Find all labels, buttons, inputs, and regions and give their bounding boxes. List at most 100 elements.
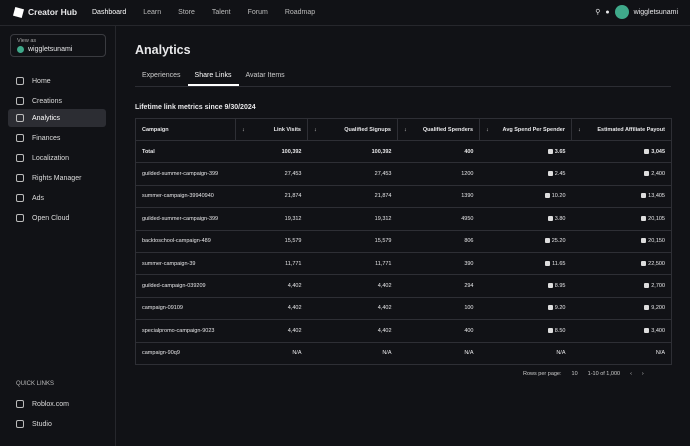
nav-link[interactable]: Dashboard xyxy=(92,9,127,16)
sort-icon[interactable]: ↓ xyxy=(404,126,407,133)
cell-text: 2,400 xyxy=(651,171,665,178)
header-cell: ↓ Avg Spend Per Spender xyxy=(479,118,572,141)
header-cell: ↓ Qualified Signups xyxy=(307,118,398,141)
cell-text: 2,700 xyxy=(651,283,665,290)
table-row: specialpromo-campaign-9023 4,402 4,402 400 8… xyxy=(135,319,672,343)
nav-link[interactable]: Forum xyxy=(247,9,268,16)
table-cell: 20,105 xyxy=(571,207,672,231)
avatar xyxy=(614,5,629,19)
tab[interactable]: Share Links xyxy=(187,68,239,86)
quick-link[interactable]: Roblox.com xyxy=(8,395,106,413)
cell-text: 27,453 xyxy=(284,171,302,178)
sidebar-item[interactable]: Home xyxy=(8,72,106,90)
user-name: wiggletsunami xyxy=(633,8,678,16)
view-as-label: View as xyxy=(17,38,37,44)
robux-icon xyxy=(641,260,647,266)
sort-icon[interactable]: ↓ xyxy=(314,126,317,133)
cell-text: 4950 xyxy=(461,215,474,222)
sidebar-item[interactable]: Finances xyxy=(8,129,106,147)
account-name: wiggletsunami xyxy=(28,46,73,53)
table-cell: 13,405 xyxy=(571,185,672,209)
cell-text: 9,200 xyxy=(651,305,665,312)
cell-text: 4,402 xyxy=(377,305,392,312)
sort-icon[interactable]: ↓ xyxy=(486,126,489,133)
quick-link[interactable]: Studio xyxy=(8,415,106,433)
sidebar-item[interactable]: Rights Manager xyxy=(8,169,106,187)
sort-icon[interactable]: ↓ xyxy=(578,126,581,133)
robux-icon xyxy=(544,238,550,244)
quick-link-label: Roblox.com xyxy=(32,400,69,408)
table-row: summer-campaign-39940940 21,874 21,874 1390… xyxy=(135,185,672,209)
cell-text: specialpromo-campaign-9023 xyxy=(142,327,215,334)
table-cell: 21,874 xyxy=(235,185,308,209)
sidebar-item[interactable]: Analytics xyxy=(8,109,106,127)
table-cell: summer-campaign-39940940 xyxy=(135,185,236,209)
table-cell: 22,500 xyxy=(571,252,672,276)
quick-link-icon xyxy=(16,420,24,428)
header-text: Qualified Spenders xyxy=(422,126,473,133)
rows-label: Rows per page: xyxy=(523,371,562,377)
table-cell: 19,312 xyxy=(235,207,308,231)
sidebar-item[interactable]: Localization xyxy=(8,149,106,167)
rows-select[interactable]: 10 xyxy=(571,371,578,377)
cell-text: 1390 xyxy=(461,193,474,200)
cell-text: 4,402 xyxy=(377,283,392,290)
header-cell: ↓ Link Visits xyxy=(235,118,308,141)
table-cell: N/A xyxy=(235,342,308,365)
table-cell: summer-campaign-39 xyxy=(135,252,236,276)
next[interactable]: › xyxy=(641,371,644,377)
sidebar-icon xyxy=(16,134,24,142)
table-row: guilded-summer-campaign-399 27,453 27,453 1… xyxy=(135,162,672,186)
prev[interactable]: ‹ xyxy=(630,371,632,377)
robux-icon xyxy=(547,215,553,221)
table-cell: 19,312 xyxy=(307,207,398,231)
robux-icon xyxy=(547,171,553,177)
sidebar-item[interactable]: Creations xyxy=(8,92,106,110)
table-row: campaign-09109 4,402 4,402 100 9.20 9,200 xyxy=(135,297,672,321)
user-menu[interactable]: ⚲ ● wiggletsunami xyxy=(595,5,678,19)
logo[interactable]: Creator Hub xyxy=(12,6,77,18)
cell-text: 25.20 xyxy=(551,238,566,245)
robux-icon xyxy=(547,305,553,311)
sidebar-icon xyxy=(16,154,24,162)
sidebar-label: Ads xyxy=(32,194,45,202)
cell-text: 3,400 xyxy=(651,327,665,334)
table-cell: 400 xyxy=(397,140,480,164)
table-cell: Total xyxy=(135,140,236,164)
search-icon[interactable]: ⚲ xyxy=(595,9,601,16)
nav-link[interactable]: Roadmap xyxy=(284,9,316,16)
table-cell: guilded-summer-campaign-399 xyxy=(135,207,236,231)
header-text: Avg Spend Per Spender xyxy=(502,126,565,133)
cell-text: summer-campaign-39 xyxy=(142,260,196,267)
tab[interactable]: Avatar Items xyxy=(245,72,285,79)
table-cell: 8.95 xyxy=(479,274,572,298)
cell-text: 400 xyxy=(464,148,474,155)
nav-link[interactable]: Store xyxy=(178,9,195,16)
table-cell: 1200 xyxy=(397,162,480,186)
cell-text: 15,579 xyxy=(284,238,302,245)
table-cell: 1390 xyxy=(397,185,480,209)
nav-link[interactable]: Talent xyxy=(211,9,231,16)
cell-text: 10.20 xyxy=(551,193,566,200)
page-title: Analytics xyxy=(135,43,191,57)
sort-icon[interactable]: ↓ xyxy=(242,126,245,133)
sidebar-item[interactable]: Ads xyxy=(8,189,106,207)
bell-icon[interactable]: ● xyxy=(605,8,610,16)
cell-text: guilded-summer-campaign-399 xyxy=(142,215,219,222)
nav-link[interactable]: Learn xyxy=(143,9,162,16)
sidebar-icon xyxy=(16,114,24,122)
cell-text: backtoschool-campaign-489 xyxy=(142,238,211,245)
pagination: Rows per page: 10 1-10 of 1,000 ‹ › xyxy=(523,371,644,377)
table-cell: 4,402 xyxy=(235,319,308,343)
tab[interactable]: Experiences xyxy=(142,72,181,79)
table-cell: 9,200 xyxy=(571,297,672,321)
cell-text: 8.50 xyxy=(554,327,566,334)
robux-icon xyxy=(641,215,647,221)
cell-text: 1200 xyxy=(461,171,474,178)
table-cell: N/A xyxy=(397,342,480,365)
table-cell: 15,579 xyxy=(235,230,308,253)
sidebar-item[interactable]: Open Cloud xyxy=(8,209,106,227)
header-text: Link Visits xyxy=(273,126,301,133)
account-select[interactable]: View as wiggletsunami xyxy=(10,34,106,57)
